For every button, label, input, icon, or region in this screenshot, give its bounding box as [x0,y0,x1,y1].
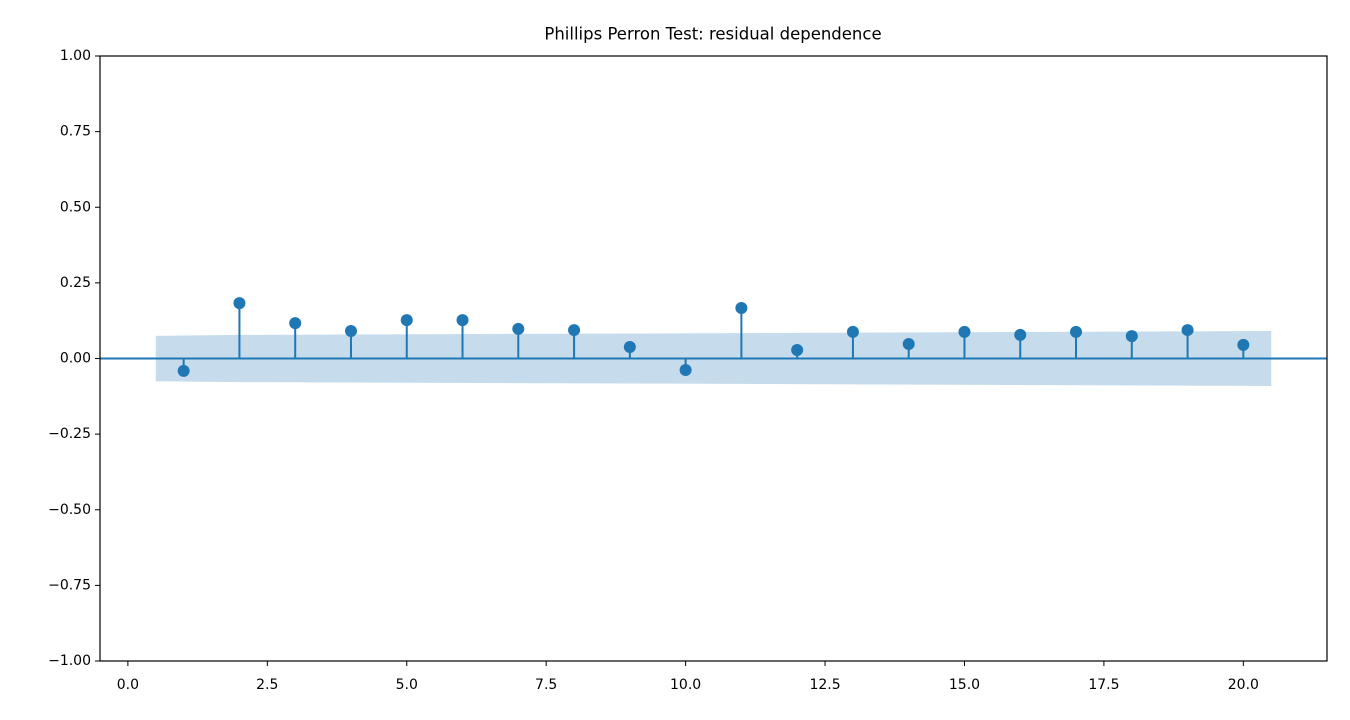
stem-marker [791,344,804,357]
chart-title: Phillips Perron Test: residual dependenc… [544,25,881,44]
x-tick-label: 5.0 [396,677,418,693]
y-tick-label: −0.25 [48,426,91,442]
stem-marker [289,317,302,330]
stem-marker [735,301,748,314]
stem-marker [902,337,915,350]
stem-marker [177,364,190,377]
x-tick-label: 15.0 [949,677,980,693]
x-tick-label: 17.5 [1088,677,1119,693]
stem-marker [512,322,525,335]
stem-marker [1125,330,1138,343]
y-tick-label: 0.25 [60,275,91,291]
stem-marker [344,324,357,337]
stem-marker [456,314,469,327]
stem-marker [1237,338,1250,351]
stem-marker [1181,324,1194,337]
stem-marker [1070,325,1083,338]
y-tick-label: 0.75 [60,124,91,140]
stem-marker [958,325,971,338]
y-tick-label: −0.50 [48,502,91,518]
y-tick-label: 0.00 [60,351,91,367]
x-tick-label: 20.0 [1228,677,1259,693]
y-tick-label: −1.00 [48,653,91,669]
x-tick-label: 7.5 [535,677,557,693]
y-tick-label: 0.50 [60,199,91,215]
stem-marker [233,297,246,310]
stem-marker [568,324,581,337]
stem-marker [846,325,859,338]
plot-frame [99,55,1328,662]
y-tick-label: −0.75 [48,577,91,593]
stem-marker [679,363,692,376]
y-tick-label: 1.00 [60,48,91,64]
stem-marker [400,314,413,327]
x-tick-label: 10.0 [670,677,701,693]
x-tick-label: 12.5 [809,677,840,693]
x-tick-label: 2.5 [256,677,278,693]
stem-marker [1014,328,1027,341]
x-tick-label: 0.0 [117,677,139,693]
stem-marker [623,341,636,354]
